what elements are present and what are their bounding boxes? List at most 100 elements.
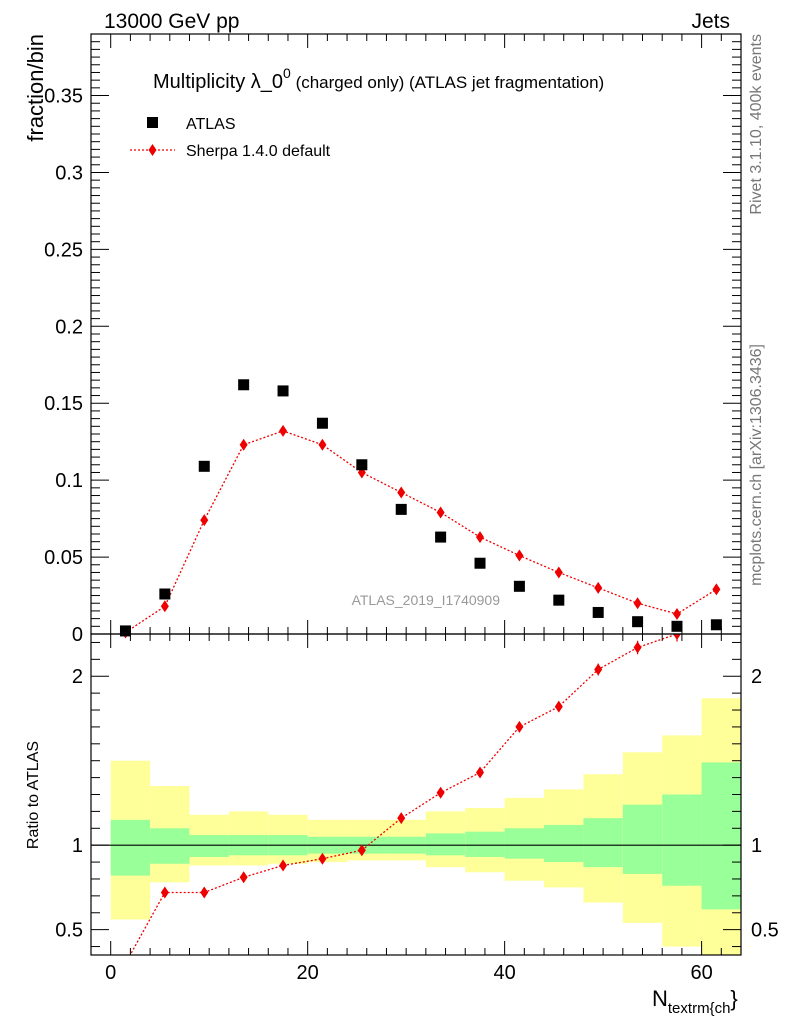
legend: ATLAS Sherpa 1.4.0 default	[130, 116, 331, 160]
main-ytick-label-4: 0.2	[55, 316, 83, 338]
legend-marker-atlas	[147, 117, 158, 128]
data-main-point-2	[198, 460, 210, 472]
ratio-mc-point-13	[633, 641, 642, 654]
mc-main-series	[121, 424, 721, 639]
ratio-ytick-label-right-1: 1	[751, 835, 762, 857]
legend-label-atlas: ATLAS	[186, 116, 236, 133]
main-ytick-label-2: 0.1	[55, 470, 83, 492]
mc-main-point-2	[200, 514, 209, 527]
data-main-point-1	[159, 588, 171, 600]
main-ytick-label-5: 0.25	[44, 239, 83, 261]
ratio-mc-point-8	[436, 786, 445, 799]
ratio-mc-point-4	[279, 859, 288, 872]
band-inner-14	[662, 794, 702, 886]
band-inner-9	[465, 831, 505, 858]
main-ytick-label-0: 0	[72, 624, 83, 646]
ratio-mc-point-7	[397, 812, 406, 825]
mc-main-point-15	[712, 583, 721, 596]
data-main-point-11	[553, 594, 565, 606]
data-main-point-10	[513, 580, 525, 592]
ratio-mc-point-1	[160, 886, 169, 899]
process-label: Jets	[691, 10, 730, 33]
ratio-xtick-label-2: 40	[494, 962, 516, 984]
mc-main-point-13	[633, 597, 642, 610]
data-main-point-8	[435, 531, 447, 543]
ratio-xtick-label-3: 60	[690, 962, 712, 984]
ratio-ytick-label-1: 1	[72, 835, 83, 857]
xlabel-close: }	[730, 986, 737, 1011]
title-main: Multiplicity λ_0	[153, 71, 283, 93]
mc-main-point-8	[436, 506, 445, 519]
mc-main-point-14	[672, 608, 681, 620]
ratio-ytick-label-2: 2	[72, 666, 83, 688]
band-inner-0	[110, 819, 151, 876]
energy-label: 13000 GeV pp	[104, 10, 239, 33]
ratio-mc-point-14	[672, 634, 681, 640]
ratio-clipped	[129, 634, 681, 955]
ratio-mc-point-2	[200, 886, 209, 899]
ratio-ylabel: Ratio to ATLAS	[25, 741, 42, 849]
mc-main-point-12	[594, 581, 603, 594]
band-inner-1	[150, 828, 190, 864]
main-ytick-label-7: 0.35	[44, 86, 83, 108]
data-main-point-9	[474, 557, 486, 569]
data-main-point-3	[238, 379, 250, 391]
mc-main-point-1	[160, 600, 169, 613]
ratio-mc-point-9	[476, 766, 485, 779]
data-main-point-14	[671, 620, 683, 632]
mc-main-point-3	[239, 438, 248, 451]
band-inner-11	[544, 824, 584, 863]
main-ytick-label-1: 0.05	[44, 547, 83, 569]
data-main-point-0	[119, 625, 131, 637]
legend-marker-mc	[148, 144, 157, 156]
ratio-mc-point-10	[515, 720, 524, 733]
mc-main-point-9	[476, 531, 485, 544]
data-main-point-15	[710, 619, 722, 631]
ratio-mc-point-11	[554, 700, 563, 713]
xlabel-sub: textrm{ch	[668, 1000, 731, 1017]
uncertainty-bands	[91, 698, 741, 955]
band-inner-15	[701, 762, 741, 910]
band-inner-8	[425, 833, 466, 856]
band-inner-13	[622, 804, 663, 874]
mcplots-label: mcplots.cern.ch [arXiv:1306.3436]	[748, 344, 765, 586]
ratio-ytick-label-0: 0.5	[55, 920, 83, 942]
ratio-mc-point-5	[318, 852, 327, 865]
legend-label-mc: Sherpa 1.4.0 default	[186, 143, 331, 160]
analysis-watermark: ATLAS_2019_I1740909	[352, 592, 501, 608]
ratio-mc-point-12	[594, 663, 603, 676]
band-inner-10	[504, 828, 545, 859]
axes: 0 20 40 60 0 0.05 0.1 0.15 0.2 0.25 0.3 0.35 0.5 0.5 1…	[44, 33, 779, 984]
main-ytick-label-6: 0.3	[55, 162, 83, 184]
ratio-mc-point-6	[357, 844, 366, 857]
data-main-point-13	[632, 616, 644, 628]
ratio-ytick-label-right-2: 2	[751, 666, 762, 688]
xlabel-main: N	[652, 986, 668, 1011]
band-inner-12	[583, 818, 623, 868]
ratio-mc-point-3	[239, 871, 248, 884]
mc-main-point-7	[397, 486, 406, 499]
ratio-xtick-label-1: 20	[297, 962, 319, 984]
mc-main-point-4	[279, 424, 288, 437]
mc-main-point-11	[554, 566, 563, 579]
band-inner-2	[189, 835, 229, 858]
ratio-xtick-label-0: 0	[105, 962, 116, 984]
mc-main-point-10	[515, 549, 524, 562]
data-main-point-4	[277, 385, 289, 397]
chart-title: Multiplicity λ_00 (charged only) (ATLAS …	[153, 65, 604, 93]
data-main-point-7	[395, 503, 407, 515]
mc-main-point-5	[318, 438, 327, 451]
data-main-point-12	[592, 606, 604, 618]
ratio-ytick-label-right-0: 0.5	[751, 920, 779, 942]
main-ylabel: fraction/bin	[23, 34, 48, 142]
ratio-xlabel: Ntextrm{ch}	[652, 986, 738, 1017]
rivet-label: Rivet 3.1.10, 400k events	[748, 34, 765, 215]
data-main-series	[119, 379, 722, 637]
title-suffix: (charged only) (ATLAS jet fragmentation)	[291, 73, 604, 92]
data-main-point-6	[356, 459, 368, 471]
data-main-point-5	[316, 417, 328, 429]
main-ytick-label-3: 0.15	[44, 393, 83, 415]
ratio-series	[129, 634, 681, 955]
mc-main-line	[125, 430, 717, 634]
